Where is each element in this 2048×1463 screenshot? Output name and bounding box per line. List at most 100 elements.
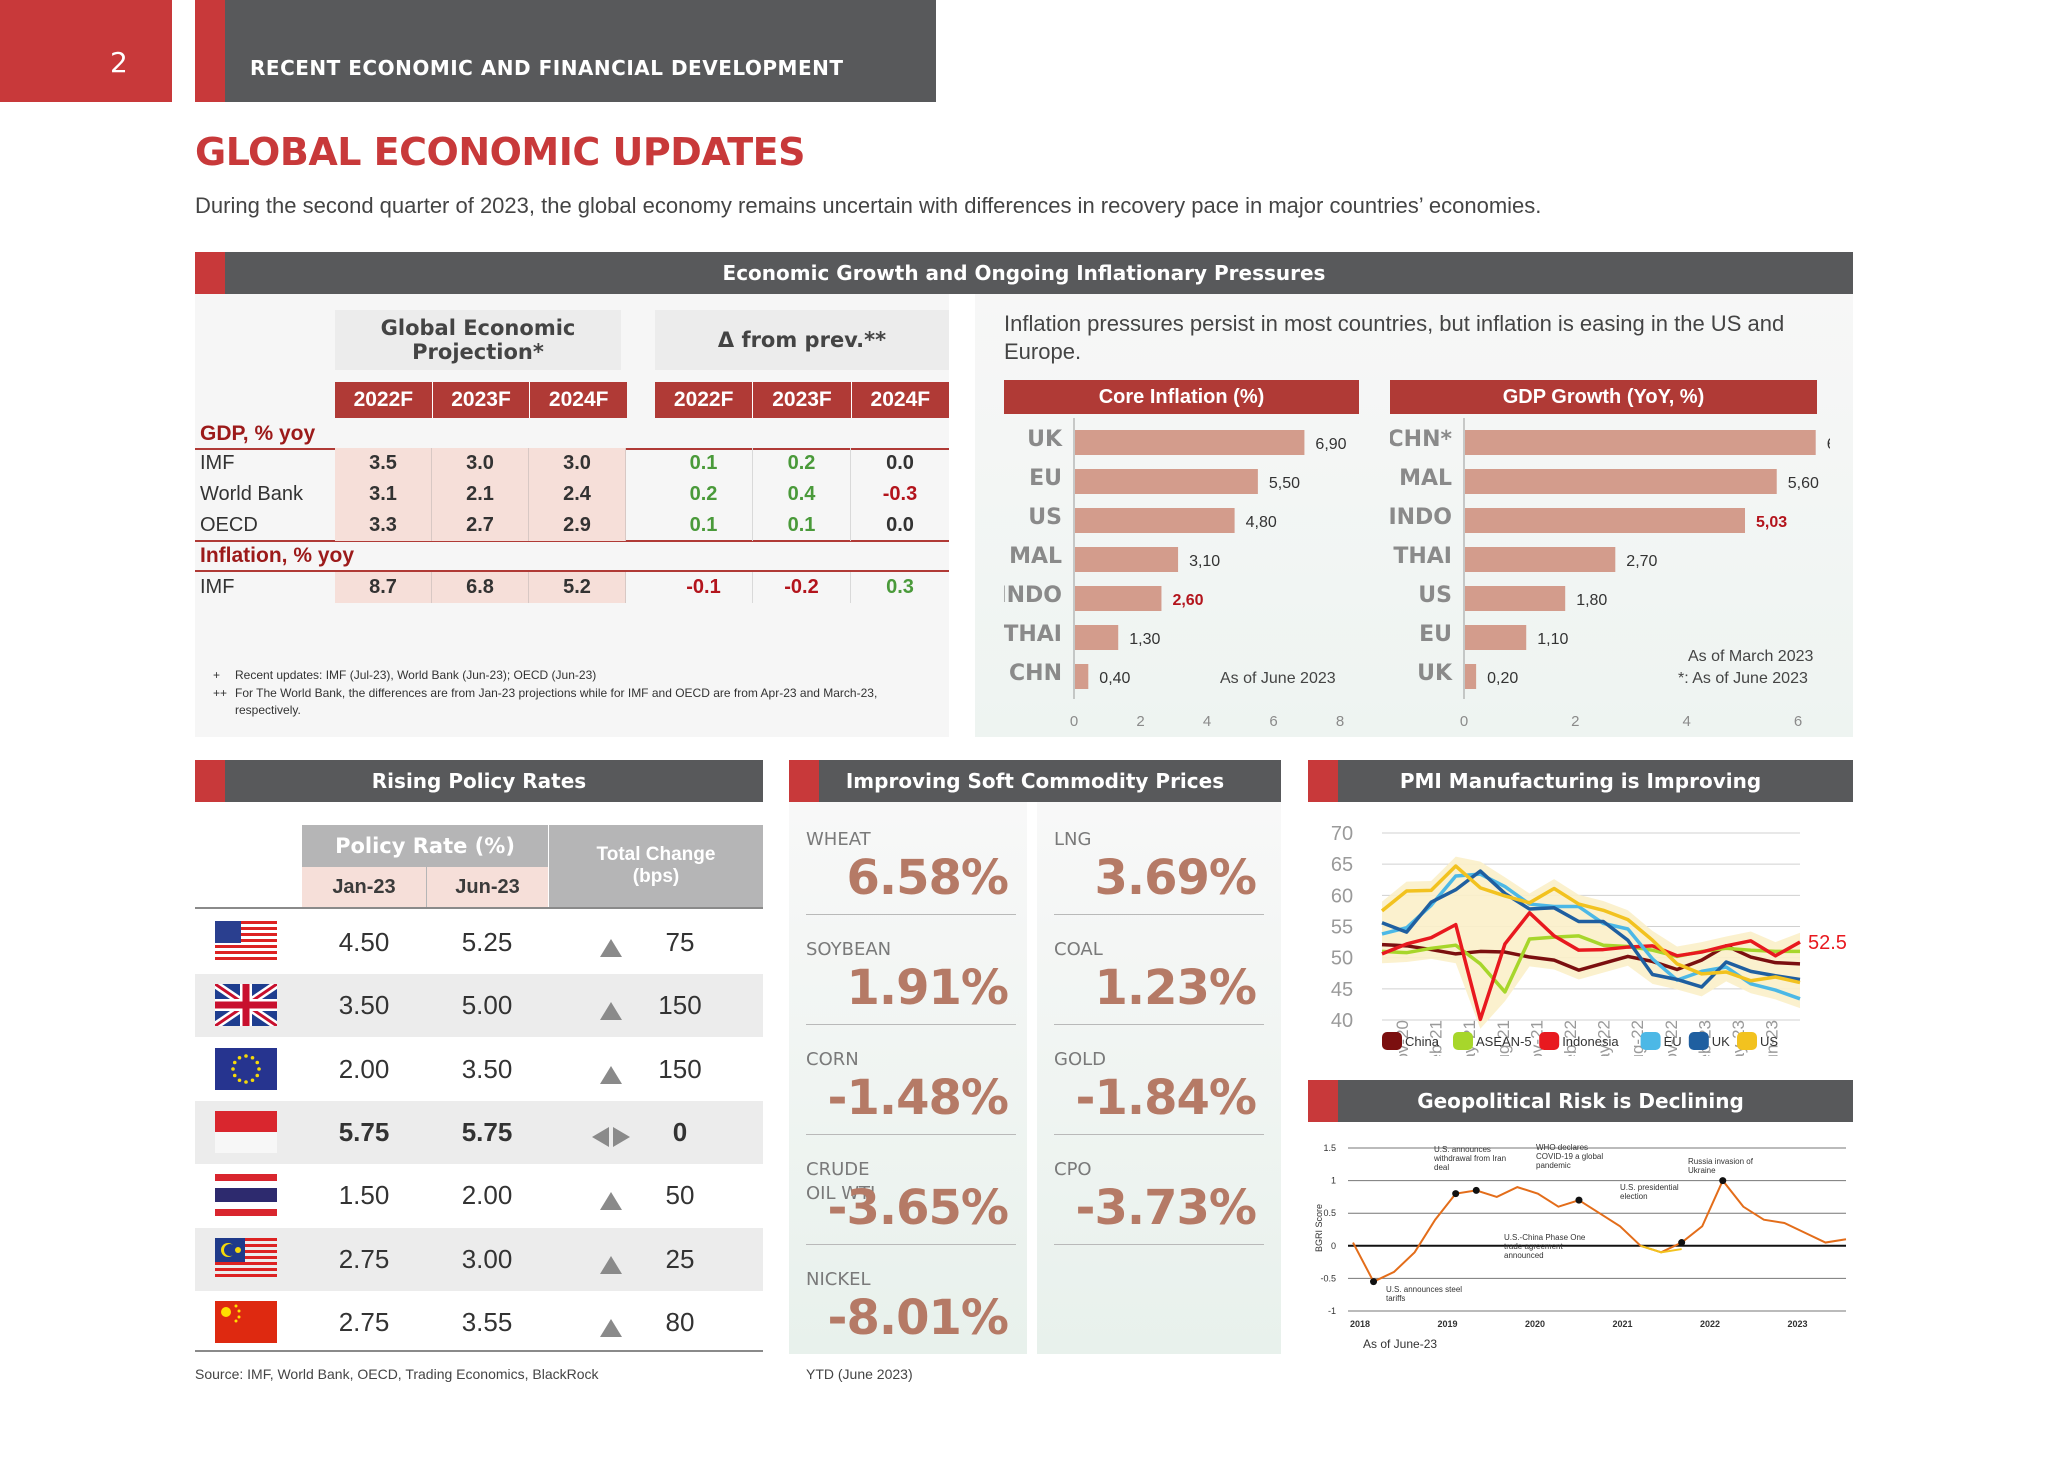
delta-header-box: Δ from prev.** [655,310,949,370]
row-label: IMF [200,576,235,598]
commodity-label: GOLD [1054,1049,1107,1070]
commodity-value: -3.73% [1075,1180,1257,1236]
geo-risk-header: Geopolitical Risk is Declining [1308,1080,1853,1122]
legend-swatch [1539,1032,1560,1050]
annotation-line: WHO declares [1536,1143,1588,1152]
commodity-label: CORN [806,1049,859,1070]
delta-year-2024f: 2024F [870,388,931,411]
year-header-delta: 2022F 2023F 2024F [655,382,949,418]
commodities-title: Improving Soft Commodity Prices [845,769,1225,793]
legend-swatch [1640,1032,1661,1050]
commodity-value: -1.84% [1075,1070,1257,1126]
commodity-value: -3.65% [827,1180,1009,1236]
rate-jun: 2.00 [461,1180,513,1211]
bar [1075,625,1119,650]
y-tick-label: 60 [1331,885,1353,907]
commodity-divider [806,1024,1016,1025]
rate-change: 150 [658,990,702,1021]
rate-jun: 3.50 [461,1053,513,1084]
legend-label: ASEAN-5 [1476,1034,1532,1049]
note-bullet-2: ++ [213,686,228,700]
year-header-proj: 2022F 2023F 2024F [335,382,627,418]
rate-jun: 5.00 [461,990,513,1021]
flag-eu-icon [215,1047,277,1090]
unchanged-arrows-icon [592,1123,630,1154]
tick-label: 6 [1269,713,1277,730]
rate-jun: 5.25 [461,927,513,957]
x-tick-label: Jun-23 [1763,1020,1782,1056]
annotation-line: withdrawal from Iran [1433,1154,1506,1163]
row-label: IMF [200,452,235,474]
policy-bottom-line [195,1350,763,1352]
rate-jan: 3.50 [338,990,390,1021]
row-label: World Bank [200,483,304,505]
delta-value: -0.2 [753,572,851,603]
delta-value: 0.1 [655,510,753,541]
projection-value: 6.8 [432,572,529,603]
gdp-growth-title-bar: GDP Growth (YoY, %) [1390,380,1817,414]
rate-jan: 2.00 [338,1053,390,1084]
policy-rate-row: 5.75 5.75 0 [195,1100,763,1164]
note-1: + Recent updates: IMF (Jul-23), World Ban… [213,668,933,682]
tick-label: 4 [1682,713,1690,730]
note-2: ++ For The World Bank, the differences ar… [213,685,933,719]
value-label: 6,90 [1315,436,1346,453]
commodity-divider [806,1244,1016,1245]
projection-value: 5.2 [529,572,626,603]
y-tick-label: -0.5 [1320,1273,1336,1283]
header-bar: RECENT ECONOMIC AND FINANCIAL DEVELOPMEN… [195,0,936,102]
commodities-header: Improving Soft Commodity Prices [789,760,1281,802]
annotation-text: Russia invasion of Ukraine [1688,1157,1754,1175]
gdp-growth-chart: CHN* 6,30 MAL 5,60 INDO 5,03 THAI 2,70 US 1,80 EU 1… [1390,418,1830,730]
increase-arrow-icon [600,996,622,1027]
value-label: 5,60 [1788,475,1819,492]
commodity-value: 6.58% [846,850,1009,906]
event-marker [1575,1196,1583,1204]
annotation-text: U.S. announces withdrawal from Iran deal [1433,1145,1506,1172]
rate-jan: 5.75 [338,1116,390,1147]
note-text-2: For The World Bank, the differences are … [235,686,878,717]
delta-value: -0.3 [882,483,918,505]
legend-label: Indonesia [1562,1034,1619,1049]
x-tick-label: Nov-22 [1662,1020,1681,1056]
y-tick-label: -1 [1328,1306,1336,1316]
commodity-label: NICKEL [806,1269,871,1290]
header-accent [195,0,225,102]
value-label: 2,70 [1626,553,1657,570]
annotation-line: U.S. announces steel [1386,1285,1462,1294]
category-label: MAL [1399,466,1452,491]
x-tick-label: Aug-21 [1494,1020,1513,1056]
projection-value: 8.7 [335,572,432,603]
annotation-line: announced [1504,1251,1544,1260]
rate-jan: 2.75 [338,1306,390,1337]
category-label: EU [1029,466,1062,491]
commodity-divider [806,914,1016,915]
annotation-text: WHO declares COVID-19 a global pandemic [1536,1143,1603,1170]
flag-uk-icon [215,984,277,1027]
commodity-label: CPO [1054,1159,1092,1180]
note-text-1: Recent updates: IMF (Jul-23), World Bank… [235,668,597,682]
annotation-line: pandemic [1536,1161,1571,1170]
rate-jan: 4.50 [338,927,390,957]
page-number-block [0,0,172,102]
col-jan-label: Jan-23 [332,875,396,898]
policy-rate-row: 2.75 3.00 25 [195,1227,763,1291]
x-tick-label: Feb-21 [1427,1020,1446,1056]
projection-header: Global Economic Projection* [380,316,576,364]
event-marker [1452,1190,1460,1198]
col-jun-header: Jun-23 [426,867,548,907]
year-2022f: 2022F [335,382,433,418]
event-marker [1719,1177,1727,1185]
delta-value: 0.0 [886,514,914,536]
annotation-line: U.S. announces [1434,1145,1491,1154]
bar [1465,430,1816,455]
gdp-growth-note-1: As of March 2023 [1688,648,1814,665]
note-bullet-1: + [213,668,221,682]
delta-value: 0.1 [753,510,851,541]
commodity-divider [1054,1024,1264,1025]
annotation-line: Ukraine [1688,1166,1716,1175]
gdp-growth-note-2: *: As of June 2023 [1678,670,1808,687]
projection-value: 3.3 [335,510,432,541]
last-value-label: 52.5 [1808,932,1847,954]
y-tick-label: 1 [1331,1176,1336,1186]
